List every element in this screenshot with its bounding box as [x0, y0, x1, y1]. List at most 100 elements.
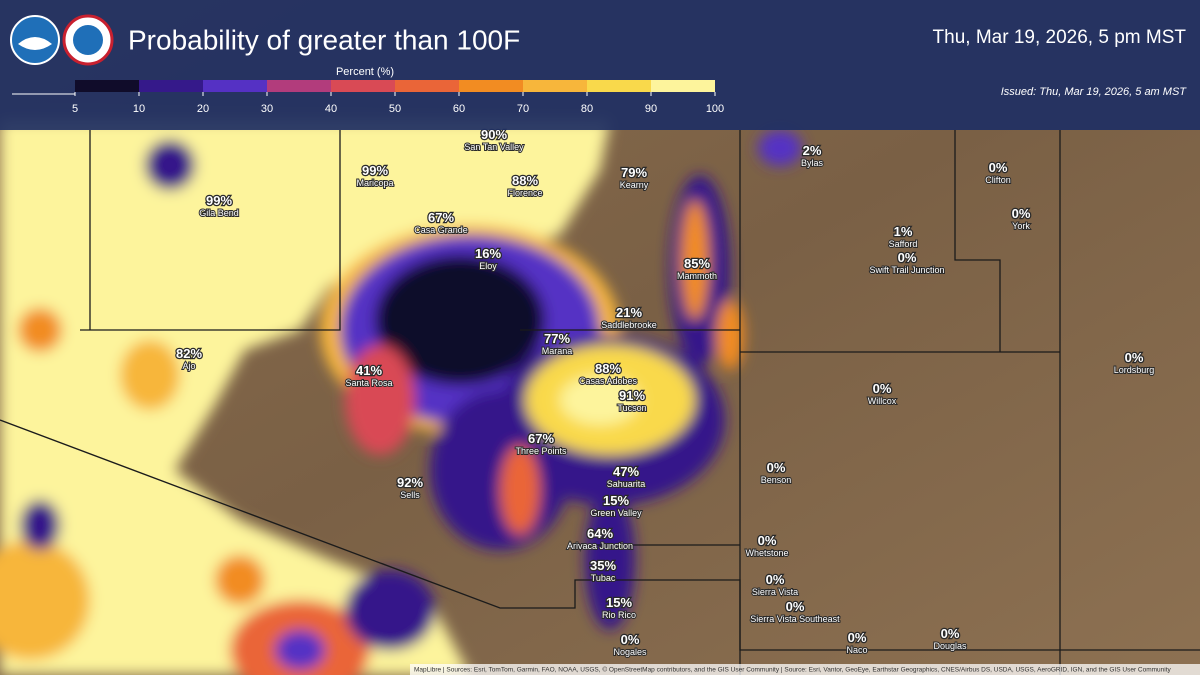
place-name: Swift Trail Junction	[869, 265, 944, 275]
place-value: 0%	[1125, 350, 1144, 365]
place-value: 15%	[606, 595, 632, 610]
place-name: San Tan Valley	[464, 142, 524, 152]
issued-time: Issued: Thu, Mar 19, 2026, 5 am MST	[1001, 86, 1188, 98]
place-name: Ajo	[182, 361, 195, 371]
header-band	[0, 0, 1200, 130]
legend-tick-label: 80	[581, 103, 593, 115]
place-value: 0%	[989, 160, 1008, 175]
place-value: 0%	[848, 630, 867, 645]
place-name: Arivaca Junction	[567, 541, 633, 551]
legend-tick-label: 40	[325, 103, 337, 115]
place-value: 21%	[616, 305, 642, 320]
place-name: Douglas	[933, 641, 967, 651]
place-name: Sierra Vista Southeast	[750, 614, 840, 624]
legend-tick-label: 10	[133, 103, 145, 115]
place-value: 0%	[898, 250, 917, 265]
place-name: Casa Grande	[414, 225, 468, 235]
legend-swatch	[651, 80, 715, 92]
place-value: 64%	[587, 526, 613, 541]
place-value: 0%	[941, 626, 960, 641]
legend-swatch	[587, 80, 651, 92]
legend-tick-label: 100	[706, 103, 724, 115]
legend-tick-label: 5	[72, 103, 78, 115]
place-value: 0%	[766, 572, 785, 587]
boundaries	[0, 130, 1200, 675]
place-name: Naco	[846, 645, 867, 655]
legend-swatch	[459, 80, 523, 92]
place-name: Casas Adobes	[579, 376, 638, 386]
legend-title: Percent (%)	[336, 66, 394, 78]
place-value: 90%	[481, 127, 507, 142]
place-name: Sierra Vista	[752, 587, 798, 597]
place-value: 0%	[767, 460, 786, 475]
legend-swatch	[139, 80, 203, 92]
place-name: York	[1012, 221, 1030, 231]
place-name: Mammoth	[677, 271, 717, 281]
place-name: Willcox	[868, 396, 897, 406]
place-value: 2%	[803, 143, 822, 158]
attribution-bg	[410, 664, 1200, 675]
place-value: 47%	[613, 464, 639, 479]
legend-swatch	[267, 80, 331, 92]
place-value: 85%	[684, 256, 710, 271]
place-value: 88%	[512, 173, 538, 188]
place-value: 99%	[362, 163, 388, 178]
legend-tick-label: 20	[197, 103, 209, 115]
legend-swatch	[523, 80, 587, 92]
noaa-logo-bird	[18, 37, 52, 50]
place-value: 35%	[590, 558, 616, 573]
place-value: 92%	[397, 475, 423, 490]
place-name: Green Valley	[590, 508, 642, 518]
place-name: Clifton	[985, 175, 1011, 185]
place-value: 1%	[894, 224, 913, 239]
place-name: Nogales	[613, 647, 647, 657]
place-name: Kearny	[620, 180, 649, 190]
legend-swatch	[395, 80, 459, 92]
place-value: 77%	[544, 331, 570, 346]
place-name: Rio Rico	[602, 610, 636, 620]
place-name: Lordsburg	[1114, 365, 1155, 375]
place-name: Saddlebrooke	[601, 320, 657, 330]
place-name: Tubac	[591, 573, 616, 583]
place-value: 79%	[621, 165, 647, 180]
place-name: Gila Bend	[199, 208, 239, 218]
place-name: Eloy	[479, 261, 497, 271]
place-value: 91%	[619, 388, 645, 403]
place-name: Tucson	[617, 403, 646, 413]
place-value: 67%	[428, 210, 454, 225]
legend-tick-label: 90	[645, 103, 657, 115]
legend-tick-label: 70	[517, 103, 529, 115]
place-name: Santa Rosa	[345, 378, 392, 388]
legend-tick-label: 30	[261, 103, 273, 115]
place-value: 0%	[1012, 206, 1031, 221]
place-name: Sahuarita	[607, 479, 646, 489]
place-name: Whetstone	[745, 548, 788, 558]
place-value: 88%	[595, 361, 621, 376]
valid-time: Thu, Mar 19, 2026, 5 pm MST	[933, 27, 1187, 48]
place-name: Three Points	[515, 446, 567, 456]
place-name: Marana	[542, 346, 573, 356]
attribution: MapLibre | Sources: Esri, TomTom, Garmin…	[414, 666, 1172, 674]
legend: 5 10 20 30 40 50 60 70 80 90 100	[72, 80, 724, 115]
place-value: 16%	[475, 246, 501, 261]
legend-swatch	[331, 80, 395, 92]
probability-field	[0, 120, 802, 675]
place-name: Florence	[507, 188, 542, 198]
county-line	[80, 130, 341, 331]
legend-tick-label: 60	[453, 103, 465, 115]
place-value: 0%	[621, 632, 640, 647]
title: Probability of greater than 100F	[128, 24, 520, 55]
place-name: Bylas	[801, 158, 824, 168]
nws-logo-center	[73, 25, 103, 55]
place-name: Benson	[761, 475, 792, 485]
place-value: 82%	[176, 346, 202, 361]
place-value: 0%	[786, 599, 805, 614]
place-name: Sells	[400, 490, 420, 500]
place-value: 0%	[873, 381, 892, 396]
place-value: 41%	[356, 363, 382, 378]
legend-tick-label: 50	[389, 103, 401, 115]
place-name: Safford	[889, 239, 918, 249]
